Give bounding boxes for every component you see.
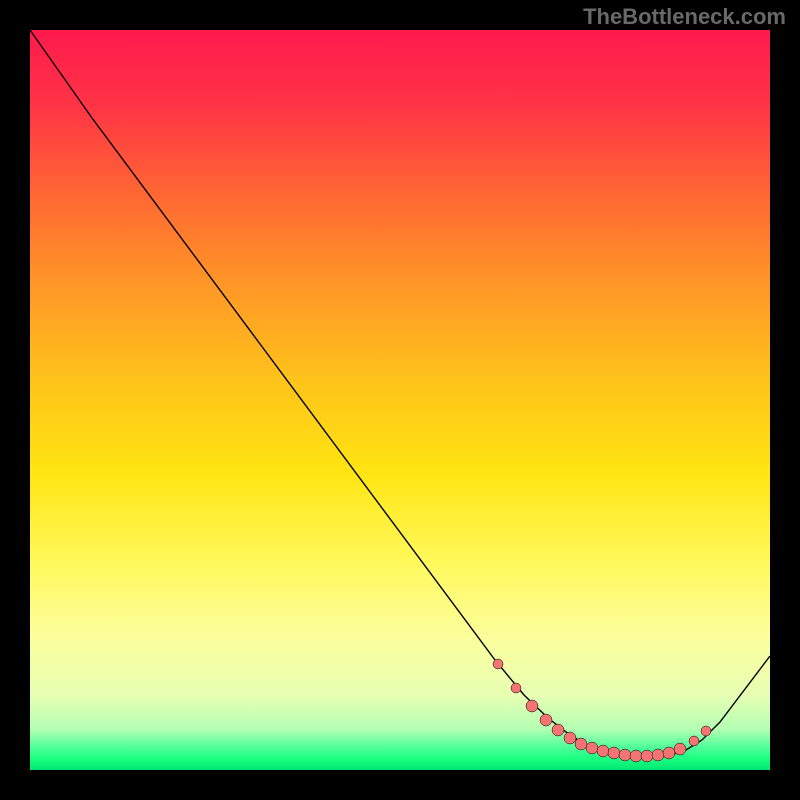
curve-marker bbox=[511, 683, 521, 693]
curve-marker bbox=[552, 724, 564, 736]
curve-marker bbox=[652, 749, 664, 761]
curve-marker bbox=[619, 749, 631, 761]
curve-marker bbox=[608, 747, 620, 759]
curve-marker bbox=[663, 747, 675, 759]
curve-marker bbox=[597, 745, 609, 757]
chart-frame: TheBottleneck.com bbox=[0, 0, 800, 800]
curve-marker bbox=[575, 738, 587, 750]
curve-marker bbox=[540, 714, 552, 726]
plot-background bbox=[30, 30, 770, 770]
curve-marker bbox=[586, 742, 598, 754]
curve-marker bbox=[564, 732, 576, 744]
curve-marker bbox=[526, 700, 538, 712]
curve-marker bbox=[630, 750, 642, 762]
curve-marker bbox=[493, 659, 503, 669]
curve-marker bbox=[674, 743, 686, 755]
curve-marker bbox=[701, 726, 711, 736]
curve-marker bbox=[689, 736, 699, 746]
bottleneck-chart bbox=[0, 0, 800, 800]
attribution-label: TheBottleneck.com bbox=[583, 4, 786, 30]
curve-marker bbox=[641, 750, 653, 762]
